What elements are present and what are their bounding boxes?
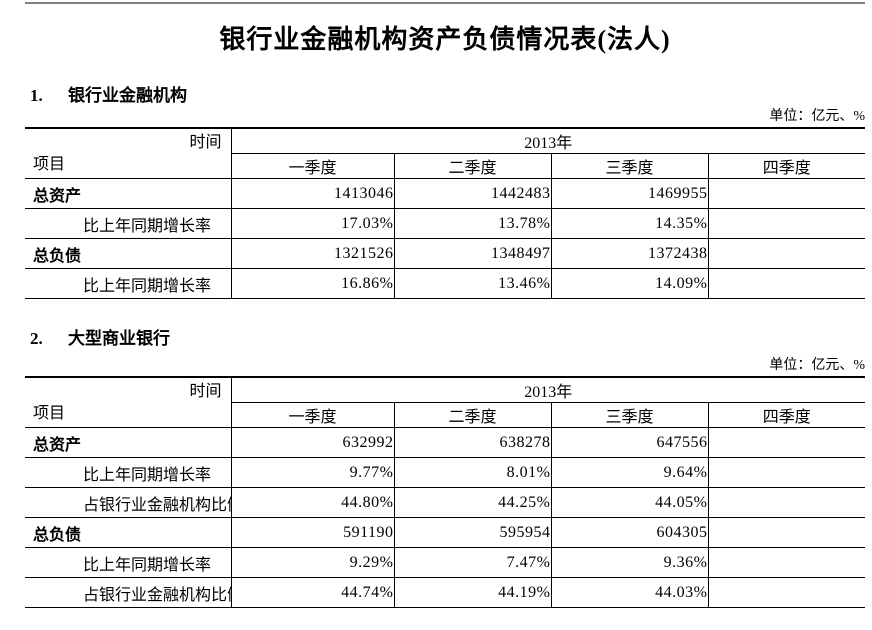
value-cell: 1348497 <box>393 238 551 269</box>
value-cell: 16.86% <box>230 268 394 299</box>
value-cell: 591190 <box>230 517 394 548</box>
table-header-row-year: 时间 项目 2013年 <box>25 377 866 428</box>
value-cell: 9.64% <box>550 457 708 488</box>
table-row-assets-growth: 比上年同期增长率 17.03% 13.78% 14.35% <box>25 208 866 239</box>
quarter-header-q2: 二季度 <box>393 402 551 428</box>
unit-label: 单位：亿元、% <box>769 358 865 373</box>
table-row-total-liabilities: 总负债 591190 595954 604305 <box>25 517 866 548</box>
row-label: 总资产 <box>25 427 231 458</box>
corner-header-cell: 时间 项目 <box>25 128 231 179</box>
year-header-cell: 2013年 <box>230 377 866 403</box>
quarter-header-q3: 三季度 <box>550 402 708 428</box>
value-cell <box>707 487 866 518</box>
section-heading: 2. 大型商业银行 <box>25 329 865 349</box>
value-cell: 1372438 <box>550 238 708 269</box>
table-row-liabilities-growth: 比上年同期增长率 16.86% 13.46% 14.09% <box>25 268 866 299</box>
value-cell: 8.01% <box>393 457 551 488</box>
section-heading-label: 银行业金融机构 <box>68 86 187 105</box>
value-cell <box>707 457 866 488</box>
table-row-assets-growth: 比上年同期增长率 9.77% 8.01% 9.64% <box>25 457 866 488</box>
value-cell: 9.77% <box>230 457 394 488</box>
quarter-header-q4: 四季度 <box>707 153 866 179</box>
value-cell: 595954 <box>393 517 551 548</box>
row-label: 总负债 <box>25 517 231 548</box>
value-cell: 44.05% <box>550 487 708 518</box>
section-number: 1. <box>30 86 43 105</box>
quarter-header-q3: 三季度 <box>550 153 708 179</box>
section-number: 2. <box>30 329 43 348</box>
quarter-header-q1: 一季度 <box>230 153 394 179</box>
balance-table-banking-institutions: 时间 项目 2013年 一季度 二季度 三季度 四季度 总资产 1413046 … <box>25 127 866 299</box>
value-cell <box>707 238 866 269</box>
value-cell <box>707 517 866 548</box>
table-header-row-quarters: 一季度 二季度 三季度 四季度 <box>25 153 866 179</box>
time-axis-label: 时间 <box>189 382 222 400</box>
top-divider-rule <box>25 2 865 4</box>
row-label: 比上年同期增长率 <box>25 268 231 299</box>
value-cell: 44.80% <box>230 487 394 518</box>
value-cell: 1321526 <box>230 238 394 269</box>
page-title: 银行业金融机构资产负债情况表(法人) <box>219 25 671 54</box>
section-large-commercial-banks: 2. 大型商业银行 单位：亿元、% 时间 项目 2013年 一季度 二季度 <box>25 329 866 608</box>
row-label: 比上年同期增长率 <box>25 547 231 578</box>
quarter-header-q2: 二季度 <box>393 153 551 179</box>
unit-label: 单位：亿元、% <box>769 109 865 124</box>
table-row-assets-share: 占银行业金融机构比例 44.80% 44.25% 44.05% <box>25 487 866 518</box>
value-cell: 14.09% <box>550 268 708 299</box>
value-cell: 14.35% <box>550 208 708 239</box>
table-header-row-quarters: 一季度 二季度 三季度 四季度 <box>25 402 866 428</box>
value-cell <box>707 268 866 299</box>
value-cell <box>707 178 866 209</box>
row-label: 占银行业金融机构比例 <box>25 577 231 608</box>
value-cell: 9.36% <box>550 547 708 578</box>
quarter-header-q1: 一季度 <box>230 402 394 428</box>
value-cell: 13.46% <box>393 268 551 299</box>
item-axis-label: 项目 <box>33 155 66 173</box>
section-banking-institutions: 1. 银行业金融机构 单位：亿元、% 时间 项目 2013年 一季度 二季度 <box>25 86 866 299</box>
document-content: 银行业金融机构资产负债情况表(法人) 1. 银行业金融机构 单位：亿元、% 时间 … <box>25 0 866 608</box>
value-cell: 9.29% <box>230 547 394 578</box>
row-label: 比上年同期增长率 <box>25 457 231 488</box>
table-header-row-year: 时间 项目 2013年 <box>25 128 866 179</box>
row-label: 总资产 <box>25 178 231 209</box>
value-cell: 1413046 <box>230 178 394 209</box>
value-cell: 1469955 <box>550 178 708 209</box>
value-cell <box>707 427 866 458</box>
quarter-header-q4: 四季度 <box>707 402 866 428</box>
section-heading: 1. 银行业金融机构 <box>25 86 865 106</box>
value-cell: 604305 <box>550 517 708 548</box>
value-cell: 44.74% <box>230 577 394 608</box>
table-row-total-assets: 总资产 1413046 1442483 1469955 <box>25 178 866 209</box>
section-heading-label: 大型商业银行 <box>68 329 170 348</box>
value-cell <box>707 208 866 239</box>
value-cell: 638278 <box>393 427 551 458</box>
value-cell: 13.78% <box>393 208 551 239</box>
value-cell: 17.03% <box>230 208 394 239</box>
value-cell: 7.47% <box>393 547 551 578</box>
balance-table-large-commercial-banks: 时间 项目 2013年 一季度 二季度 三季度 四季度 总资产 632992 6… <box>25 376 866 608</box>
row-label: 总负债 <box>25 238 231 269</box>
value-cell <box>707 577 866 608</box>
value-cell: 647556 <box>550 427 708 458</box>
table-row-liabilities-growth: 比上年同期增长率 9.29% 7.47% 9.36% <box>25 547 866 578</box>
table-row-liabilities-share: 占银行业金融机构比例 44.74% 44.19% 44.03% <box>25 577 866 608</box>
value-cell: 632992 <box>230 427 394 458</box>
year-header-cell: 2013年 <box>230 128 866 154</box>
value-cell: 44.19% <box>393 577 551 608</box>
table-row-total-assets: 总资产 632992 638278 647556 <box>25 427 866 458</box>
item-axis-label: 项目 <box>33 404 66 422</box>
table-row-total-liabilities: 总负债 1321526 1348497 1372438 <box>25 238 866 269</box>
corner-header-cell: 时间 项目 <box>25 377 231 428</box>
value-cell <box>707 547 866 578</box>
row-label: 比上年同期增长率 <box>25 208 231 239</box>
value-cell: 1442483 <box>393 178 551 209</box>
time-axis-label: 时间 <box>189 133 222 151</box>
value-cell: 44.25% <box>393 487 551 518</box>
row-label: 占银行业金融机构比例 <box>25 487 231 518</box>
value-cell: 44.03% <box>550 577 708 608</box>
